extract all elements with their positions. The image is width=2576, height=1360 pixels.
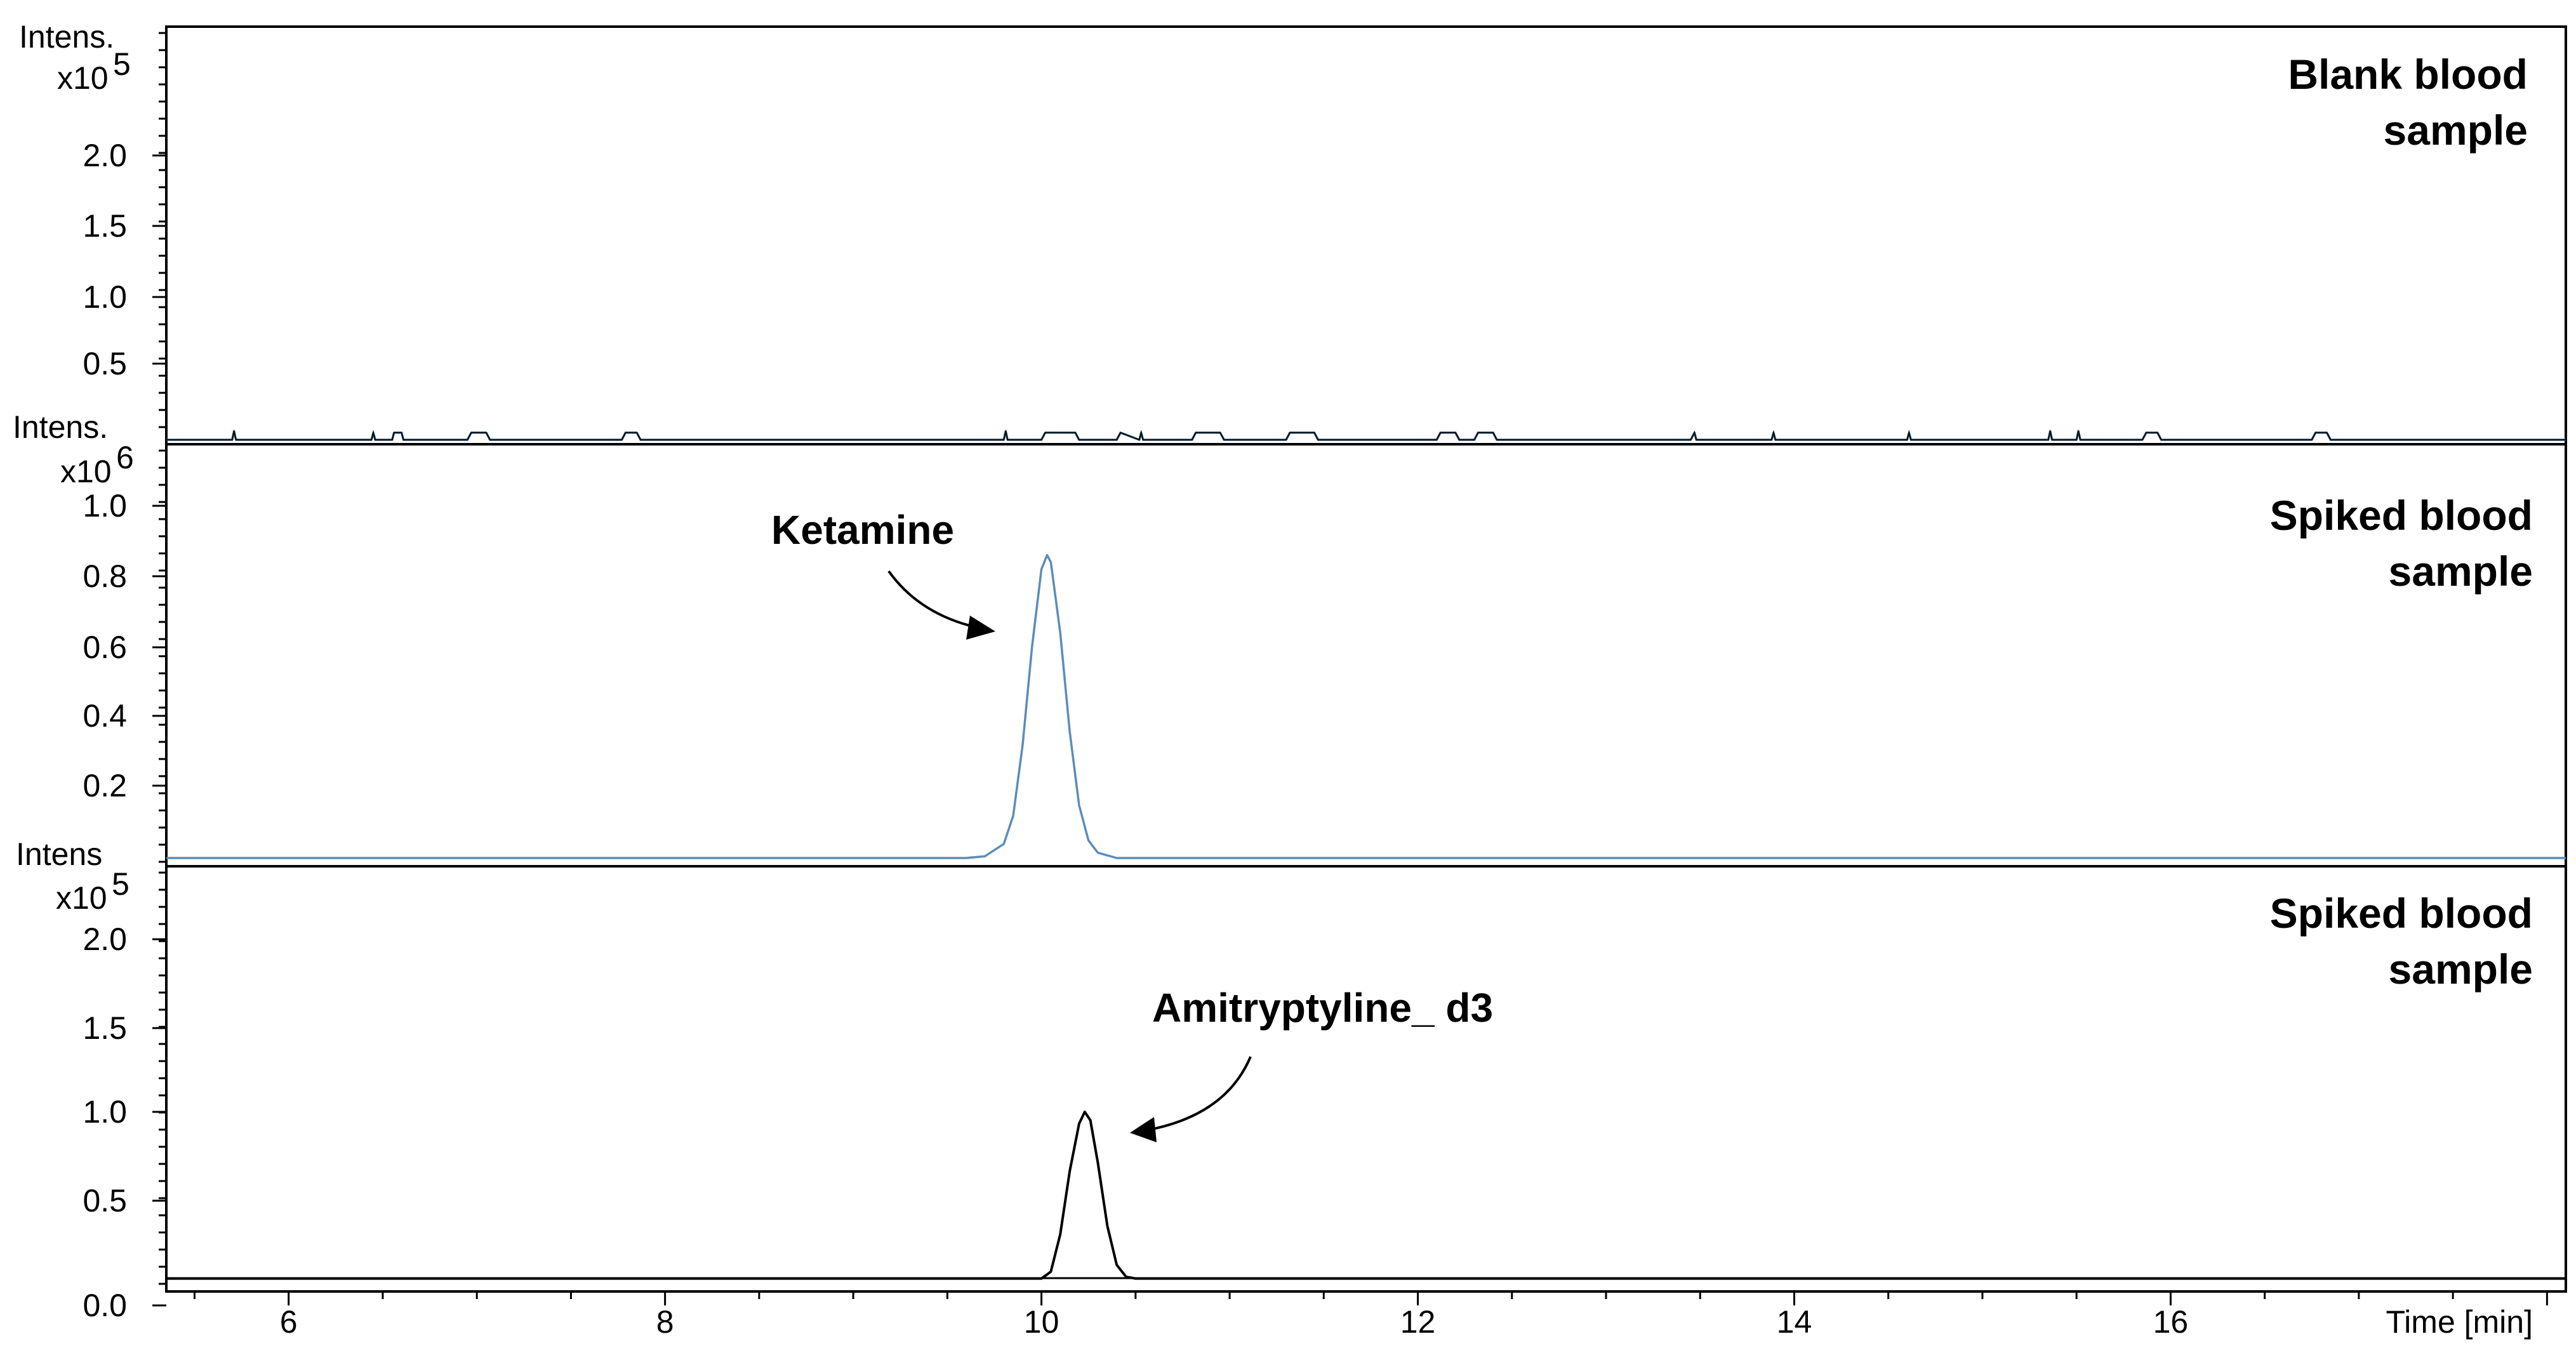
y-tick-label: 2.0 (83, 138, 127, 173)
y-scale-exponent: 5 (113, 46, 131, 82)
x-tick-label: 10 (1024, 1304, 1059, 1340)
y-tick-label: 0.5 (83, 1183, 127, 1218)
y-tick-label: 1.0 (83, 1094, 127, 1130)
y-tick-label: 0.8 (83, 558, 127, 594)
y-tick-label: 0.6 (83, 630, 127, 665)
y-axis-label: Intens. (19, 19, 114, 55)
y-scale-label: x10 (57, 60, 109, 96)
x-tick-label: 16 (2153, 1304, 2189, 1340)
arrowhead-amitryptyline (1130, 1117, 1157, 1142)
y-tick-label: 2.0 (83, 921, 127, 957)
y-tick-label: 1.0 (83, 488, 127, 524)
y-tick-label: 0.4 (83, 698, 127, 734)
y-scale-exponent: 5 (112, 866, 129, 902)
y-tick-label: 1.5 (83, 1010, 127, 1046)
peak-label-amitryptyline: Amitryptyline_ d3 (1152, 985, 1493, 1031)
x-axis-label: Time [min] (2386, 1304, 2533, 1340)
peak-label-ketamine: Ketamine (771, 507, 954, 553)
y-axis-label: Intens (16, 836, 102, 872)
arrowhead-ketamine (966, 616, 995, 640)
y-tick-label: 0.2 (83, 768, 127, 803)
y-tick-label: 0.5 (83, 346, 127, 381)
plot-frame (165, 25, 2567, 1293)
arrow-ketamine (887, 570, 981, 630)
y-tick-label: 1.5 (83, 208, 127, 244)
series-line (166, 1111, 2566, 1280)
sample-label-line2: sample (2389, 946, 2533, 993)
x-tick-label: 6 (280, 1304, 298, 1340)
sample-label-line2: sample (2384, 107, 2528, 154)
sample-label-line2: sample (2389, 548, 2533, 595)
series-line-noise (166, 429, 2566, 441)
sample-label-line1: Blank blood (2288, 51, 2528, 98)
y-scale-exponent: 6 (116, 440, 134, 475)
x-tick-label: 8 (656, 1304, 674, 1340)
series-line (166, 553, 2566, 859)
y-scale-label: x10 (56, 880, 107, 916)
x-tick-label: 14 (1777, 1304, 1812, 1340)
sample-label-line1: Spiked blood (2270, 492, 2533, 539)
y-tick-label: 1.0 (83, 279, 127, 315)
y-tick-label: 0.0 (83, 1288, 127, 1323)
y-axis-label: Intens. (13, 409, 108, 445)
y-scale-label: x10 (60, 454, 112, 489)
sample-label-line1: Spiked blood (2270, 890, 2533, 937)
arrow-amitryptyline (1142, 1056, 1252, 1132)
x-tick-label: 12 (1400, 1304, 1436, 1340)
series-line (166, 430, 2566, 441)
